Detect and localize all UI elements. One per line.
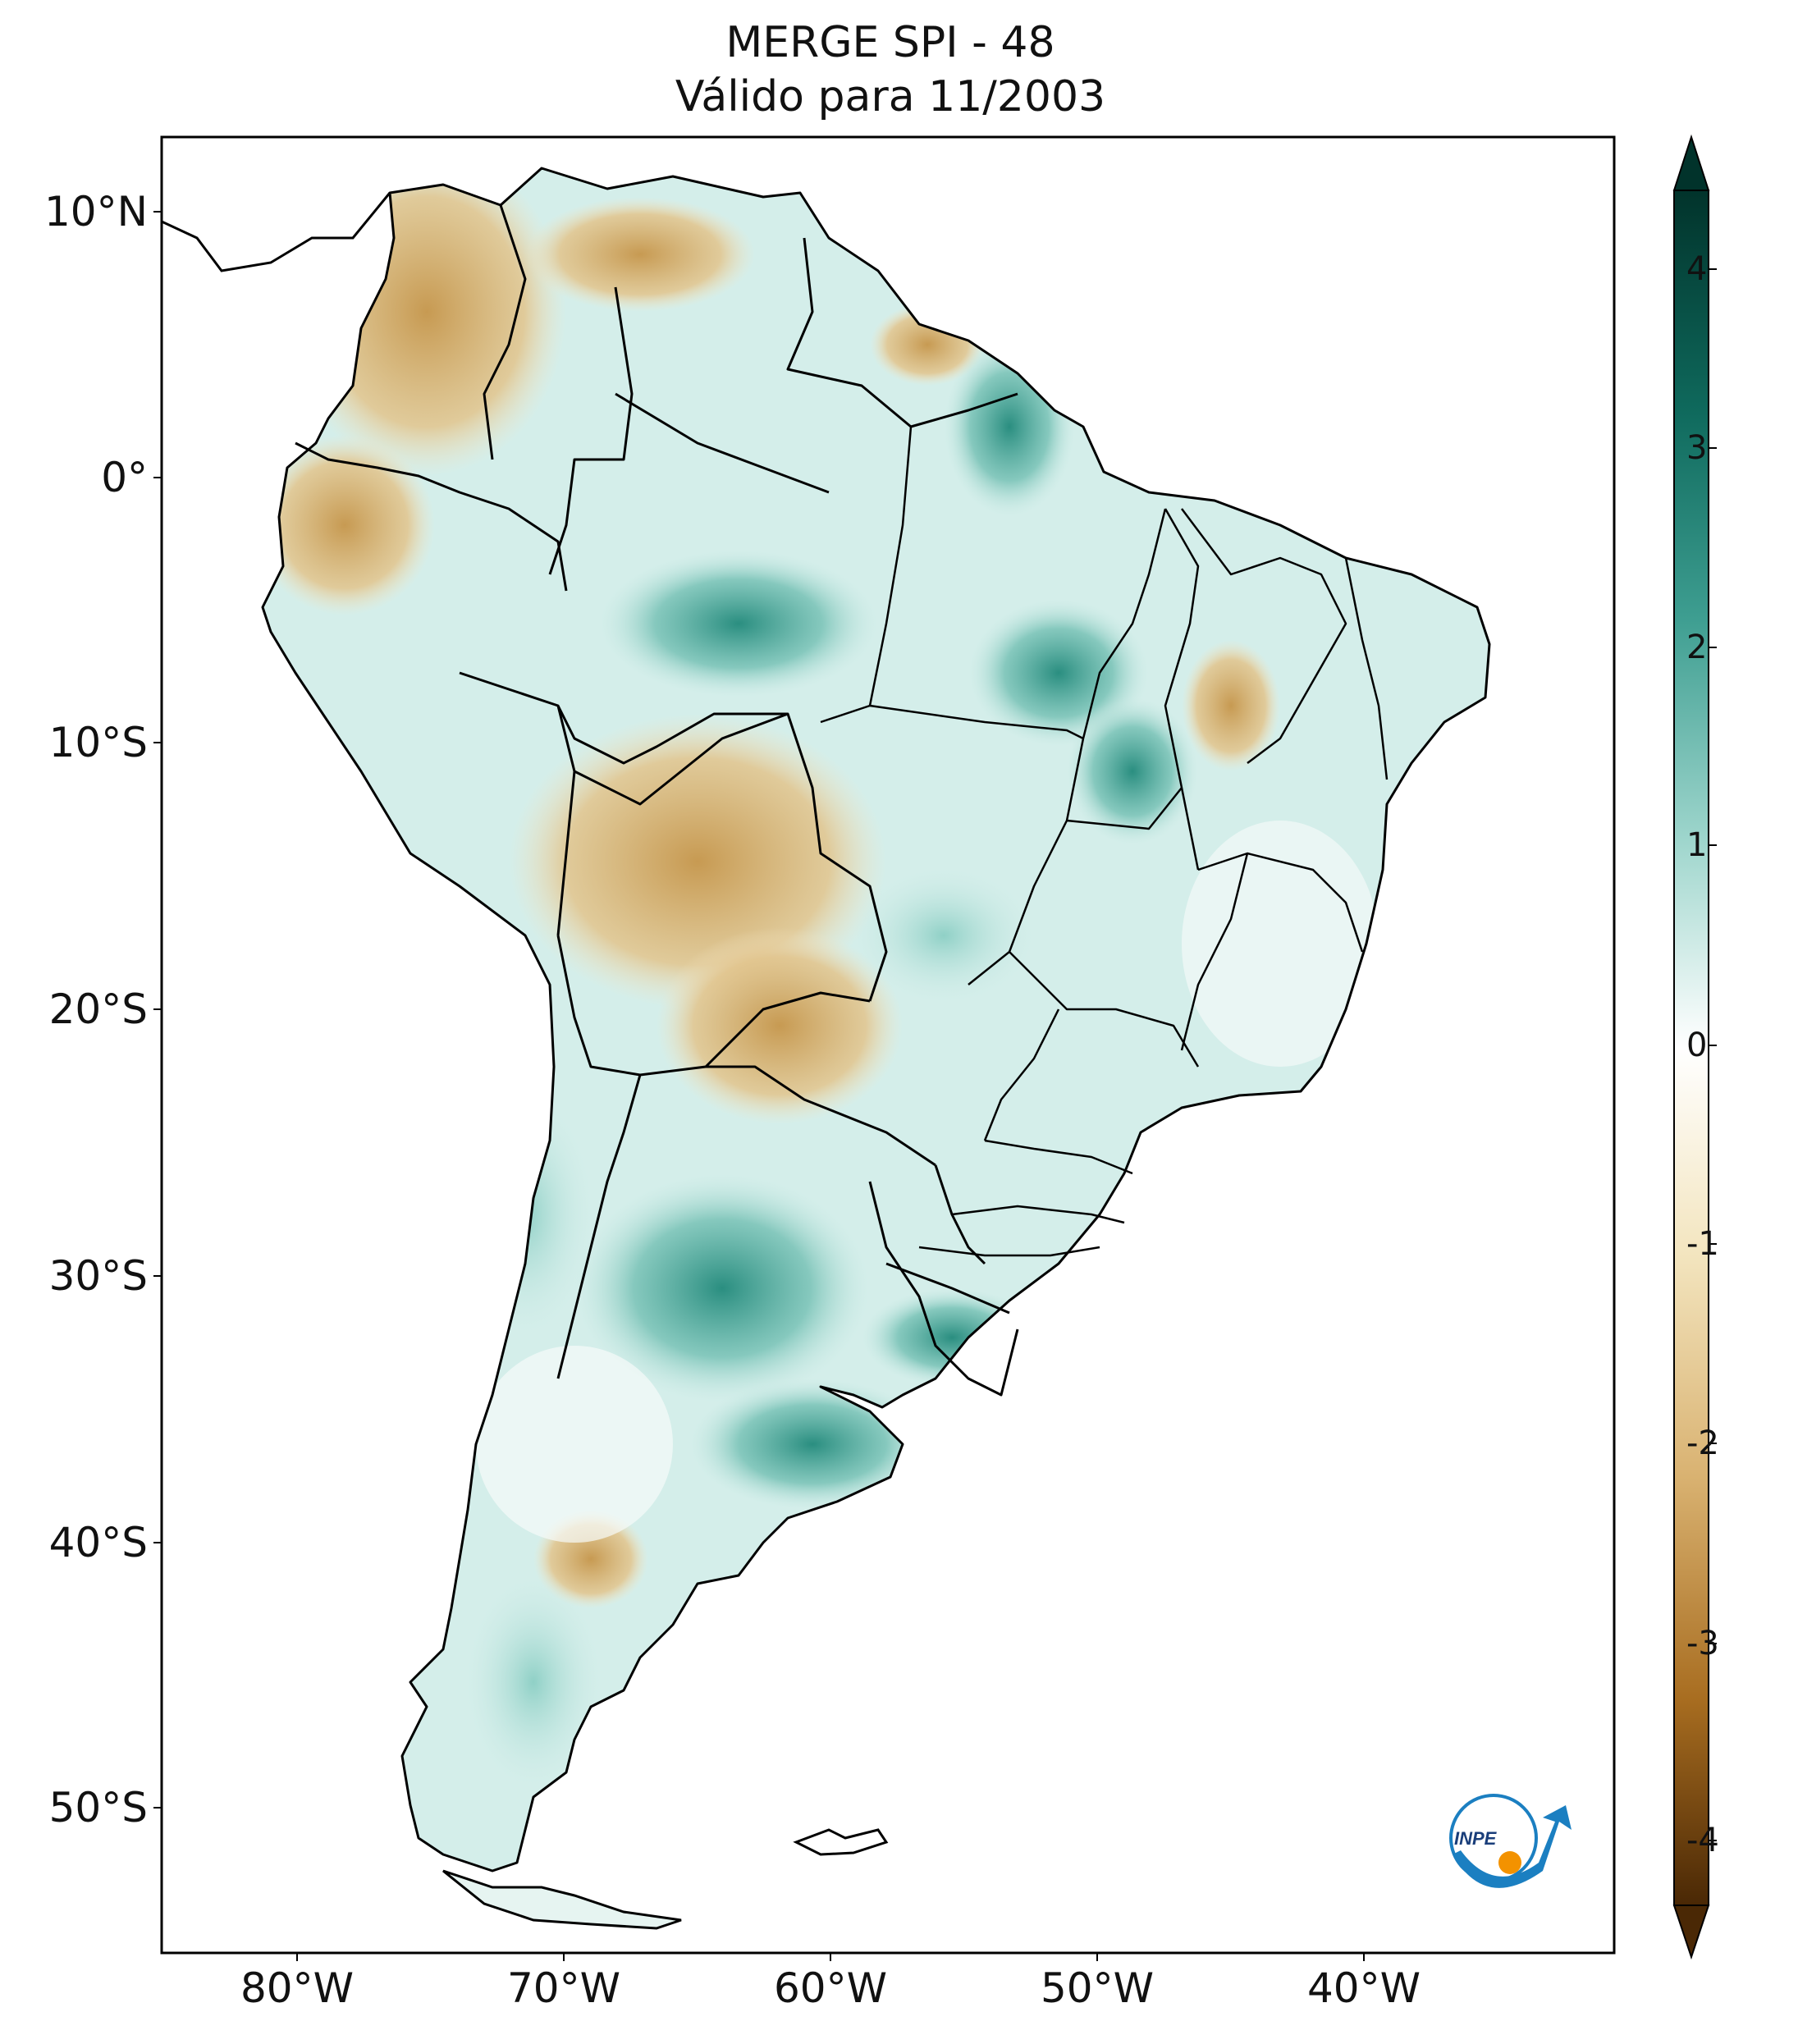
axis-ticks: [153, 211, 1365, 1961]
lon-label-50w: 50°W: [1040, 1964, 1155, 2012]
country-borders: [295, 204, 1019, 1397]
lat-label-30s: 30°S: [48, 1252, 148, 1300]
colorbar-extend-high: [1672, 134, 1710, 191]
lat-label-10s: 10°S: [48, 719, 148, 766]
lat-label-50s: 50°S: [48, 1784, 148, 1831]
colorbar: [1672, 134, 1717, 1960]
lat-label-40s: 40°S: [48, 1519, 148, 1566]
colorbar-label-neg3: -3: [1686, 1625, 1719, 1662]
lat-label-10n: 10°N: [43, 188, 148, 235]
colorbar-extend-low: [1672, 1905, 1710, 1960]
colorbar-label-2: 2: [1686, 629, 1708, 666]
map-title: MERGE SPI - 48: [725, 18, 1055, 67]
lat-label-20s: 20°S: [48, 985, 148, 1033]
inpe-logo-icon: INPE: [1449, 1794, 1572, 1888]
colorbar-label-1: 1: [1686, 826, 1708, 864]
state-borders: [820, 426, 1389, 1257]
lon-label-70w: 70°W: [506, 1964, 621, 2012]
lon-label-80w: 80°W: [240, 1964, 355, 2012]
lon-label-40w: 40°W: [1306, 1964, 1421, 2012]
colorbar-label-3: 3: [1686, 429, 1708, 467]
svg-text:INPE: INPE: [1454, 1828, 1498, 1849]
lon-label-60w: 60°W: [773, 1964, 888, 2012]
continent-outline: [261, 167, 1491, 1873]
colorbar-label-neg1: -1: [1686, 1225, 1719, 1263]
lat-label-0: 0°: [101, 454, 148, 501]
colorbar-label-0: 0: [1686, 1027, 1708, 1064]
colorbar-label-neg4: -4: [1686, 1822, 1719, 1859]
colorbar-label-neg2: -2: [1686, 1424, 1719, 1462]
colorbar-label-4: 4: [1686, 250, 1708, 288]
map-subtitle: Válido para 11/2003: [675, 72, 1106, 121]
colorbar-scale: [1673, 190, 1709, 1906]
